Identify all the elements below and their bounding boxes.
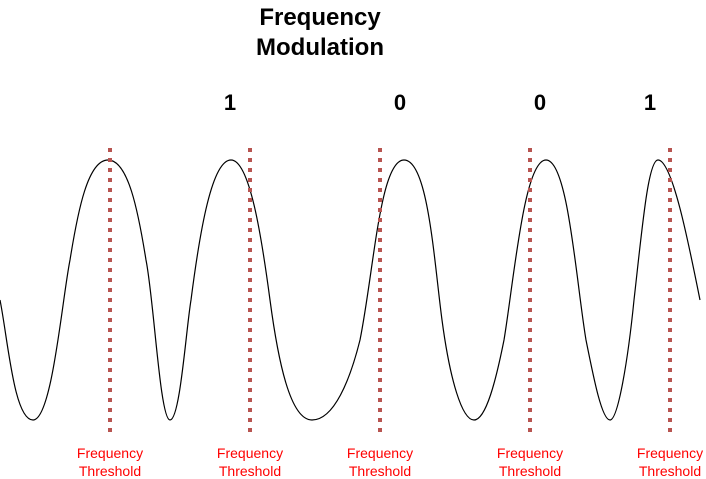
frequency-threshold: Frequency Threshold — [497, 148, 563, 479]
threshold-label-line2: Threshold — [499, 463, 561, 479]
frequency-thresholds: Frequency Threshold Frequency Threshold … — [77, 148, 703, 479]
frequency-threshold: Frequency Threshold — [637, 148, 703, 479]
diagram-title-line2: Modulation — [256, 34, 384, 61]
diagram-title-line1: Frequency — [259, 4, 381, 31]
bit-label-4: 1 — [644, 90, 656, 115]
bit-labels: 1 0 0 1 — [224, 90, 656, 115]
frequency-threshold: Frequency Threshold — [347, 148, 413, 479]
threshold-label-line1: Frequency — [217, 445, 283, 461]
bit-label-2: 0 — [394, 90, 406, 115]
bit-label-3: 0 — [534, 90, 546, 115]
threshold-label-line2: Threshold — [349, 463, 411, 479]
threshold-label-line1: Frequency — [77, 445, 143, 461]
threshold-label-line1: Frequency — [347, 445, 413, 461]
modulated-waveform — [0, 159, 701, 421]
frequency-threshold: Frequency Threshold — [217, 148, 283, 479]
threshold-label-line1: Frequency — [637, 445, 703, 461]
threshold-label-line2: Threshold — [639, 463, 701, 479]
bit-label-1: 1 — [224, 90, 236, 115]
threshold-label-line1: Frequency — [497, 445, 563, 461]
threshold-label-line2: Threshold — [219, 463, 281, 479]
threshold-label-line2: Threshold — [79, 463, 141, 479]
frequency-threshold: Frequency Threshold — [77, 148, 143, 479]
